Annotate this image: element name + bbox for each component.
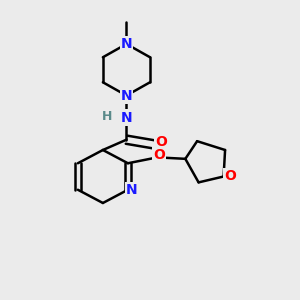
Text: N: N xyxy=(121,111,132,124)
Text: H: H xyxy=(102,110,112,123)
Text: O: O xyxy=(224,169,236,184)
Text: N: N xyxy=(126,183,137,197)
Text: O: O xyxy=(153,148,165,162)
Text: N: N xyxy=(121,88,132,103)
Text: N: N xyxy=(121,37,132,51)
Text: O: O xyxy=(155,135,167,149)
